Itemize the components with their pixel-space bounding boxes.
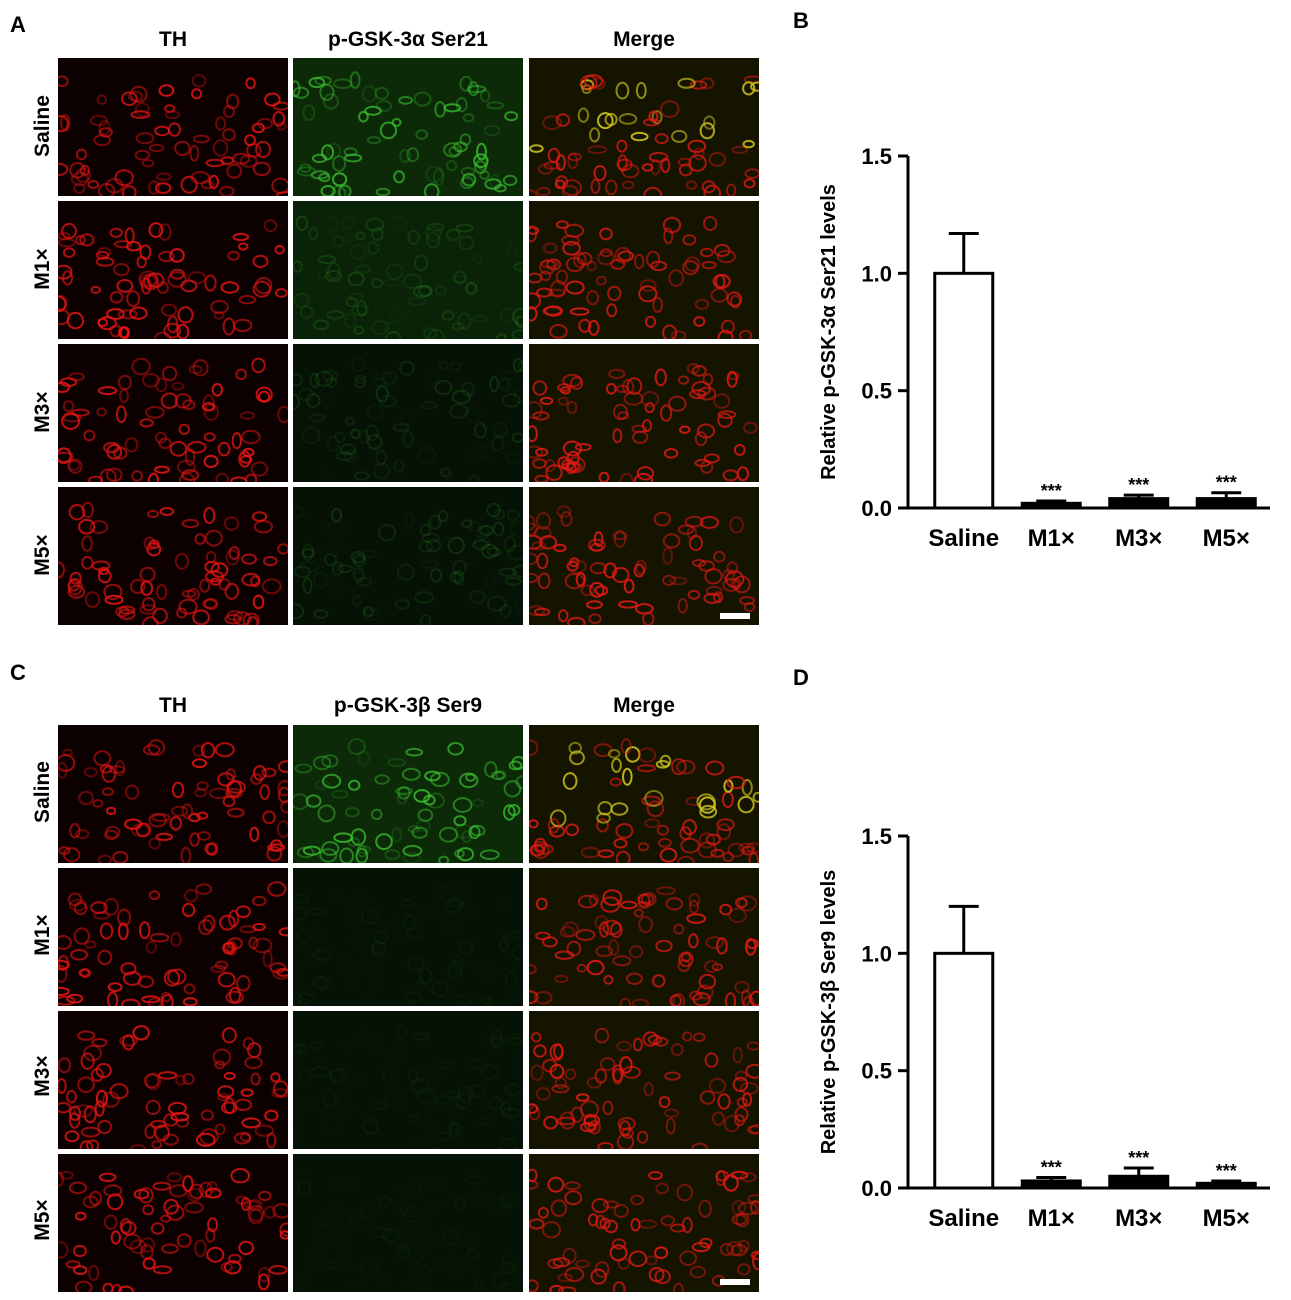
panel-letter-a: A: [10, 12, 26, 37]
panel-c-micrograph-green-row2: [293, 868, 523, 1006]
chart-d-x-tick-label: M5×: [1203, 1205, 1250, 1232]
chart-b-x-tick-label: M1×: [1028, 525, 1075, 552]
chart-d-significance-label: ***: [1128, 1148, 1149, 1168]
panel-a-column-header-merge: Merge: [613, 28, 675, 51]
chart-b-significance-label: ***: [1041, 481, 1062, 501]
chart-b-x-tick-label: M5×: [1203, 525, 1250, 552]
chart-d-y-axis-label: Relative p-GSK-3β Ser9 levels: [818, 870, 840, 1155]
panel-a-micrograph-green-row2: [293, 201, 523, 339]
panel-c-row-label-saline: Saline: [31, 761, 54, 823]
panel-c-row-label-m1: M1×: [31, 914, 54, 956]
panel-c-micrograph-red-row1: [58, 725, 288, 863]
bar-chart-d: 0.0 0.5 1.0 1.5 Relative p-GSK-3β Ser9 level…: [800, 800, 1278, 1240]
panel-c-micrograph-red-row2: [58, 868, 288, 1006]
chart-d-significance-label: ***: [1216, 1161, 1237, 1181]
panel-a-micrograph-red-row2: [58, 201, 288, 339]
bar-chart-b: 0.0 0.5 1.0 1.5 Relative p-GSK-3α Ser21 leve…: [800, 120, 1278, 560]
chart-d-bar-2: [1020, 1179, 1082, 1190]
panel-c-column-header-gsk: p-GSK-3β Ser9: [333, 694, 483, 717]
panel-a-column-header-th: TH: [159, 28, 187, 51]
chart-b-x-tick-label: M3×: [1115, 525, 1162, 552]
panel-c-micrograph-green-row3: [293, 1011, 523, 1149]
panel-c-column-header-th: TH: [159, 694, 187, 717]
chart-d-y-tick-label: 0.0: [861, 1176, 892, 1201]
panel-c-row-label-m5: M5×: [31, 1199, 54, 1241]
panel-c-micrograph-merge-row4: [529, 1154, 759, 1292]
chart-b-bar-3: [1108, 497, 1170, 510]
chart-b-y-tick-label: 0.0: [861, 496, 892, 521]
panel-letter-b: B: [793, 8, 809, 33]
panel-a-row-label-m1: M1×: [31, 248, 54, 290]
bar-chart-b-svg: 0.0 0.5 1.0 1.5 Relative p-GSK-3α Ser21 leve…: [818, 144, 1278, 552]
chart-d-y-tick-label: 1.0: [861, 941, 892, 966]
chart-d-y-tick-label: 1.5: [861, 824, 892, 849]
panel-a-scale-bar: [720, 613, 750, 619]
chart-b-y-tick-label: 0.5: [861, 379, 892, 404]
chart-b-bar-1: [933, 271, 995, 510]
chart-d-bar-3: [1108, 1174, 1170, 1190]
panel-a-micrograph-green-row4: [293, 487, 523, 625]
panel-c-micrograph-green-row1: [293, 725, 523, 863]
chart-b-significance-label: ***: [1128, 475, 1149, 495]
panel-letter-d: D: [793, 665, 809, 690]
chart-b-bar-2: [1020, 501, 1082, 510]
bar-chart-d-svg: 0.0 0.5 1.0 1.5 Relative p-GSK-3β Ser9 level…: [818, 824, 1278, 1232]
panel-a-micrograph-red-row4: [58, 487, 288, 625]
chart-d-x-tick-label: M3×: [1115, 1205, 1162, 1232]
panel-a-micrograph-red-row1: [58, 58, 288, 196]
panel-c-micrograph-merge-row2: [529, 868, 759, 1006]
chart-b-y-tick-label: 1.5: [861, 144, 892, 169]
chart-d-y-tick-label: 0.5: [861, 1059, 892, 1084]
panel-c-micrograph-red-row4: [58, 1154, 288, 1292]
chart-d-significance-label: ***: [1041, 1157, 1062, 1177]
panel-a-micrograph-green-row1: [293, 58, 523, 196]
panel-a-row-label-m5: M5×: [31, 534, 54, 576]
chart-d-bar-1: [933, 951, 995, 1190]
panel-c-micrograph-merge-row1: [529, 725, 759, 863]
chart-d-x-tick-label: M1×: [1028, 1205, 1075, 1232]
chart-b-bar-4: [1195, 497, 1257, 510]
chart-d-x-tick-label: Saline: [928, 1205, 999, 1232]
panel-c-micrograph-merge-row3: [529, 1011, 759, 1149]
chart-b-significance-label: ***: [1216, 473, 1237, 493]
chart-d-bar-4: [1195, 1181, 1257, 1190]
panel-a-row-label-saline: Saline: [31, 95, 54, 157]
panel-c-column-header-merge: Merge: [613, 694, 675, 717]
panel-a-micrograph-red-row3: [58, 344, 288, 482]
panel-a-micrograph-merge-row2: [529, 201, 759, 339]
panel-c-micrograph-red-row3: [58, 1011, 288, 1149]
chart-b-y-tick-label: 1.0: [861, 261, 892, 286]
panel-a-micrograph-green-row3: [293, 344, 523, 482]
panel-letter-c: C: [10, 660, 26, 685]
panel-c-scale-bar: [720, 1279, 750, 1285]
panel-a-row-label-m3: M3×: [31, 391, 54, 433]
panel-c-row-label-m3: M3×: [31, 1055, 54, 1097]
chart-b-y-axis-label: Relative p-GSK-3α Ser21 levels: [818, 184, 840, 480]
panel-c-micrograph-green-row4: [293, 1154, 523, 1292]
chart-b-x-tick-label: Saline: [928, 525, 999, 552]
panel-a-micrograph-merge-row4: [529, 487, 759, 625]
panel-a-micrograph-merge-row3: [529, 344, 759, 482]
panel-a-micrograph-merge-row1: [529, 58, 759, 196]
panel-a-column-header-gsk: p-GSK-3α Ser21: [328, 28, 488, 51]
